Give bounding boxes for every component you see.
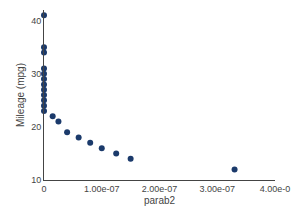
svg-text:2.00e-07: 2.00e-07 bbox=[142, 184, 178, 194]
svg-text:4.00e-0: 4.00e-0 bbox=[260, 184, 291, 194]
svg-text:40: 40 bbox=[31, 16, 41, 26]
svg-text:parab2: parab2 bbox=[144, 195, 176, 206]
svg-text:10: 10 bbox=[31, 175, 41, 185]
svg-text:1.00e-07: 1.00e-07 bbox=[84, 184, 120, 194]
svg-text:0: 0 bbox=[41, 184, 46, 194]
svg-text:3.00e-07: 3.00e-07 bbox=[199, 184, 235, 194]
svg-text:Mileage (mpg): Mileage (mpg) bbox=[15, 63, 26, 127]
svg-text:30: 30 bbox=[31, 69, 41, 79]
svg-text:20: 20 bbox=[31, 122, 41, 132]
